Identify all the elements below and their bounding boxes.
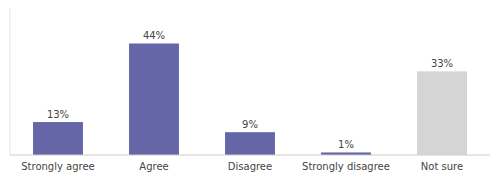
bar xyxy=(33,122,83,155)
x-tick-label: Strongly agree xyxy=(21,161,95,172)
x-tick-label: Disagree xyxy=(228,161,272,172)
x-tick-label: Strongly disagree xyxy=(302,161,390,172)
data-label: 33% xyxy=(431,58,453,69)
chart: 13% 44% 9% 1% 33% Strongly agree Agree Disagree… xyxy=(0,0,500,179)
bars xyxy=(33,43,467,155)
bar xyxy=(225,132,275,155)
x-tick-label: Agree xyxy=(139,161,168,172)
x-axis-line xyxy=(10,155,490,156)
data-label: 13% xyxy=(47,109,69,120)
data-label: 9% xyxy=(242,119,258,130)
x-tick-labels: Strongly agree Agree Disagree Strongly disa… xyxy=(21,161,463,172)
data-label: 44% xyxy=(143,30,165,41)
y-axis-line xyxy=(10,8,11,155)
data-labels: 13% 44% 9% 1% 33% xyxy=(47,30,453,150)
x-tick-label: Not sure xyxy=(421,161,463,172)
chart-container: 13% 44% 9% 1% 33% Strongly agree Agree Disagree… xyxy=(0,0,500,179)
data-label: 1% xyxy=(338,139,354,150)
bar xyxy=(417,71,467,155)
bar xyxy=(129,43,179,155)
